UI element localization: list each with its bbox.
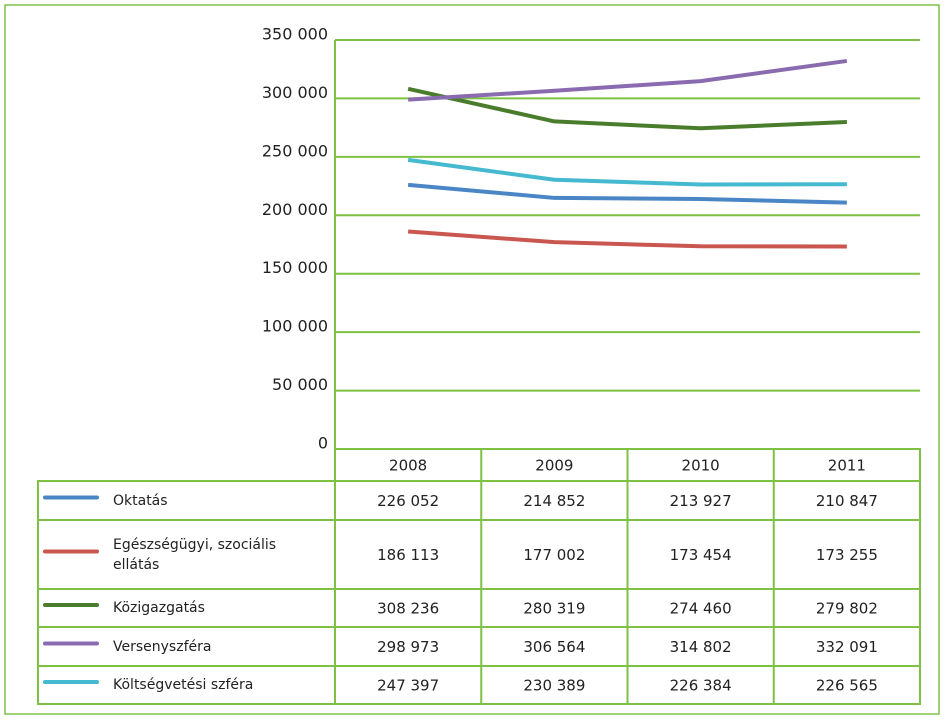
series-line bbox=[407, 229, 847, 249]
table-row bbox=[37, 665, 921, 705]
value-label: 226 052 bbox=[377, 492, 439, 510]
legend-label: Egészségügyi, szociális ellátás bbox=[113, 536, 277, 573]
y-tick-label: 250 000 bbox=[262, 141, 328, 160]
x-tick-label: 2010 bbox=[682, 457, 720, 475]
frame bbox=[4, 4, 940, 715]
legend-label: Költségvetési szféra bbox=[113, 677, 254, 693]
value-label: 226 565 bbox=[816, 677, 878, 695]
value-label: 177 002 bbox=[523, 546, 585, 564]
series-line bbox=[407, 182, 847, 205]
value-label: 279 802 bbox=[816, 600, 878, 618]
x-tick-label: 2011 bbox=[828, 457, 866, 475]
value-label: 298 973 bbox=[377, 638, 439, 656]
value-label: 214 852 bbox=[523, 492, 585, 510]
y-tick-label: 50 000 bbox=[272, 375, 328, 394]
value-label: 332 091 bbox=[816, 638, 878, 656]
value-label: 213 927 bbox=[670, 492, 732, 510]
value-label: 280 319 bbox=[523, 600, 585, 618]
y-tick-label: 0 bbox=[318, 434, 328, 453]
value-label: 230 389 bbox=[523, 677, 585, 695]
y-tick-label: 150 000 bbox=[262, 258, 328, 277]
value-label: 210 847 bbox=[816, 492, 878, 510]
value-label: 247 397 bbox=[377, 677, 439, 695]
y-tick-label: 350 000 bbox=[262, 25, 328, 44]
value-label: 308 236 bbox=[377, 600, 439, 618]
x-tick-label: 2008 bbox=[389, 457, 427, 475]
value-label: 186 113 bbox=[377, 546, 439, 564]
value-label: 226 384 bbox=[670, 677, 732, 695]
series-line bbox=[407, 157, 847, 187]
series-line bbox=[407, 86, 847, 131]
legend-label: Versenyszféra bbox=[113, 638, 212, 655]
x-tick-label: 2009 bbox=[535, 457, 573, 475]
value-label: 306 564 bbox=[523, 638, 585, 656]
series-line bbox=[408, 58, 848, 102]
value-label: 173 454 bbox=[670, 546, 732, 564]
y-tick-label: 200 000 bbox=[262, 200, 328, 219]
value-label: 274 460 bbox=[670, 600, 732, 618]
legend-label: Oktatás bbox=[113, 492, 168, 509]
value-label: 173 255 bbox=[816, 546, 878, 564]
legend-label: Közigazgatás bbox=[113, 600, 205, 616]
y-tick-label: 100 000 bbox=[262, 317, 328, 336]
value-label: 314 802 bbox=[670, 638, 732, 656]
y-tick-label: 300 000 bbox=[262, 83, 328, 102]
